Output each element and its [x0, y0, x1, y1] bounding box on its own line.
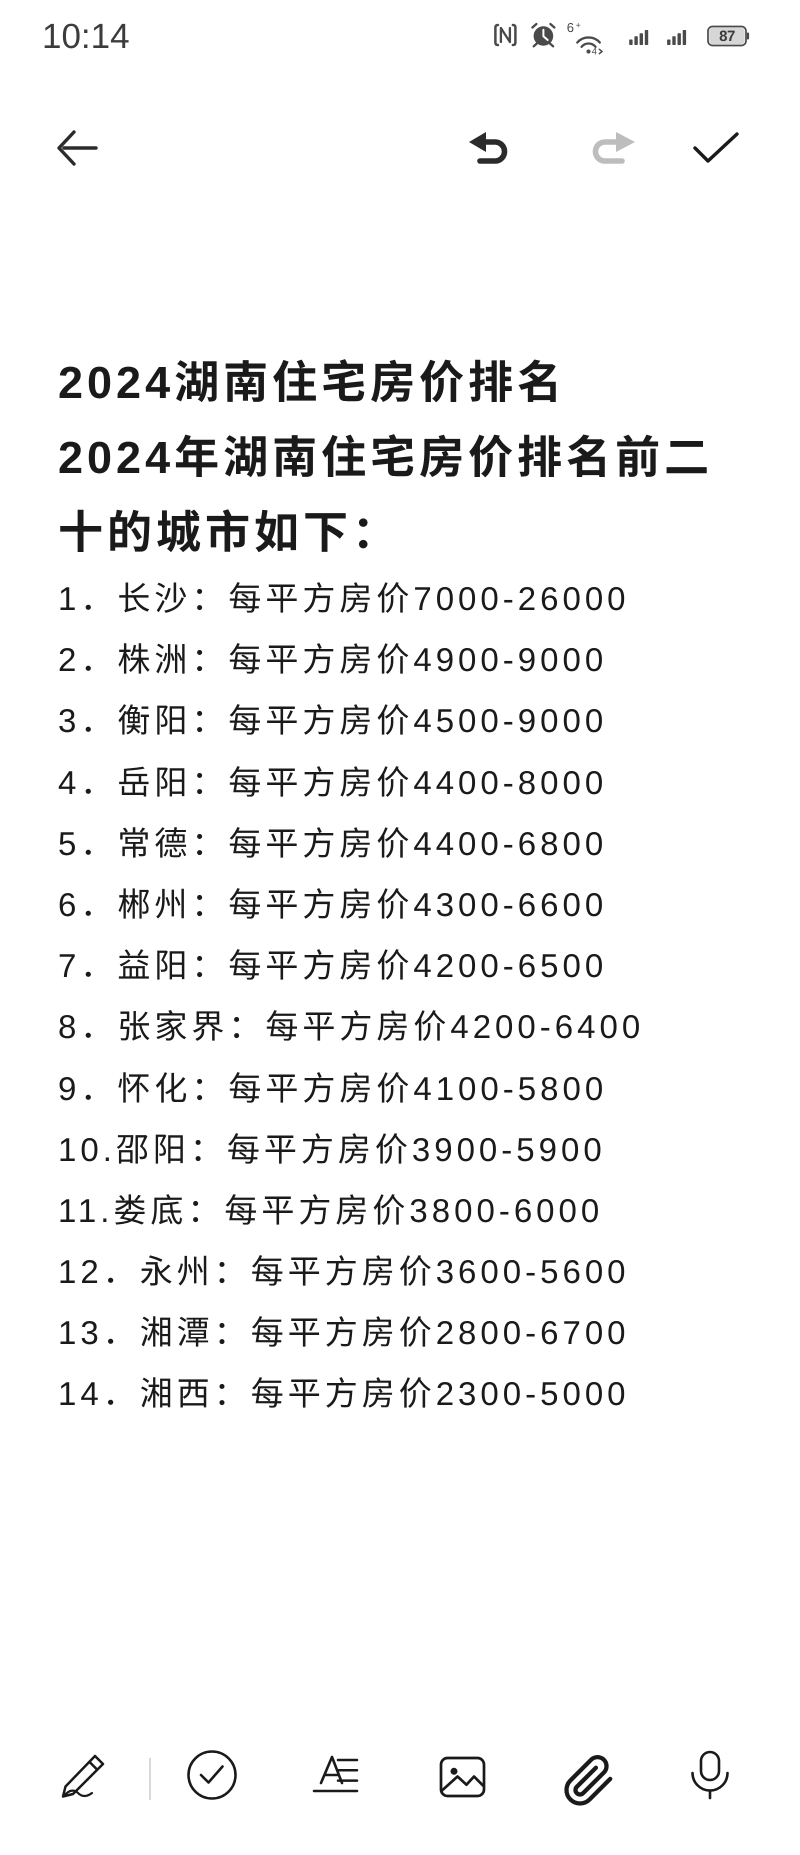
svg-text:6: 6	[567, 20, 574, 35]
svg-text:+: +	[576, 20, 581, 30]
svg-text:4: 4	[592, 46, 597, 57]
